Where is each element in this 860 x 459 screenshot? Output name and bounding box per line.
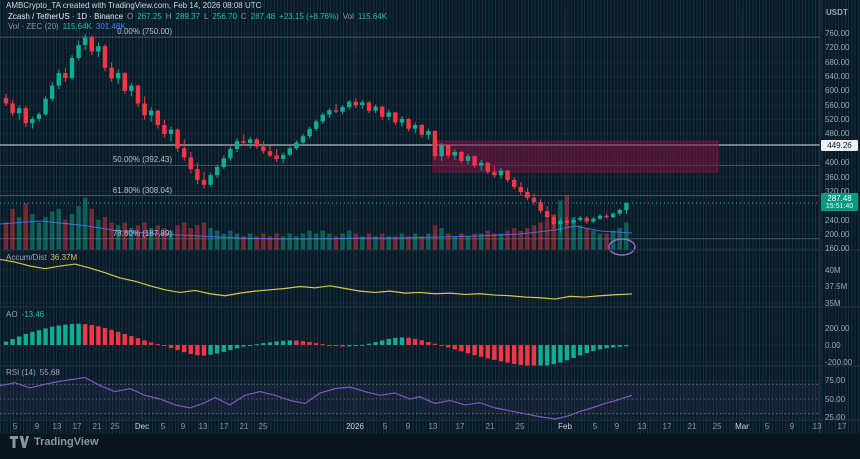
time-axis-label: 5 [382,422,388,431]
time-axis-label: 21 [687,422,697,431]
time-axis-label: 9 [34,422,40,431]
attribution-text: AMBCrypto_TA created with TradingView.co… [6,1,262,10]
legend-symbol-row[interactable]: Zcash / TetherUS · 1D · Binance O 267.25 … [8,12,387,22]
time-axis-label: 9 [614,422,620,431]
time-axis-label: 13 [198,422,208,431]
bar-countdown: 15:51:40 [825,202,854,210]
ohlc-open-value: 267.25 [137,12,162,21]
ohlc-low-label: L [203,12,209,21]
last-price-label: 287.48 15:51:40 [821,192,858,211]
accum-dist-legend[interactable]: Accum/Dist 36.37M [6,253,77,262]
price-axis-label: 240.00 [825,215,850,225]
ohlc-close-value: 287.48 [250,12,276,21]
price-axis-label: 480.00 [825,129,850,139]
price-axis-label: 520.00 [825,115,850,125]
ao-value: -13.46 [21,310,45,319]
ao-axis-label: 0.00 [825,340,841,350]
time-axis-label: Mar [735,422,749,431]
time-axis-label: 13 [428,422,438,431]
price-axis-label: 600.00 [825,86,850,96]
time-axis-label: 5 [160,422,166,431]
time-axis-label: 21 [92,422,102,431]
time-axis-label: 21 [485,422,495,431]
fib-level-label: 50.00% (392.43) [112,155,172,165]
time-axis-label: 21 [239,422,249,431]
rsi-axis-label: 25.00 [825,413,846,422]
price-axis-label: 640.00 [825,72,850,82]
price-axis-label: 680.00 [825,57,850,67]
accum-axis-label: 37.5M [825,282,848,291]
time-axis-label: 2026 [346,422,364,431]
tradingview-logo[interactable]: TradingView [10,436,99,448]
price-axis-label: 200.00 [825,229,850,239]
time-axis-label: 9 [180,422,186,431]
accum-axis-label: 40M [825,265,841,275]
price-axis-label: 720.00 [825,43,850,53]
time-axis-label: 13 [637,422,647,431]
accum-dist-label: Accum/Dist [6,253,47,262]
accum-axis-label: 35M [825,298,841,308]
last-price-value: 287.48 [827,193,852,203]
time-axis-label: 17 [455,422,465,431]
time-axis-label: 5 [12,422,18,431]
time-axis-label: 5 [764,422,770,431]
time-axis-label: 17 [662,422,672,431]
rsi-label: RSI (14) [6,368,36,377]
time-axis-label: 9 [405,422,411,431]
fib-level-label: 78.60% (187.89) [112,228,172,238]
time-axis-label: Feb [558,422,572,431]
time-axis-label: 25 [110,422,120,431]
time-axis-label: 13 [52,422,62,431]
ao-legend[interactable]: AO -13.46 [6,310,44,319]
time-axis-label: 5 [592,422,598,431]
bottom-margin [0,434,860,459]
volume-ma-value: 301.48K [95,22,126,31]
rsi-value: 55.68 [39,368,60,377]
rsi-legend[interactable]: RSI (14) 55.68 [6,368,60,377]
ohlc-open-label: O [127,12,134,21]
time-axis-label: 25 [258,422,268,431]
ohlc-high-value: 289.37 [175,12,200,21]
price-axis-label: 160.00 [825,244,850,254]
currency-label: USDT [826,8,848,17]
fib-level-label: 61.80% (308.04) [112,185,172,195]
ao-label: AO [6,310,18,319]
ao-axis-label: 200.00 [825,323,850,333]
ohlc-low-value: 256.70 [212,12,237,21]
accum-dist-value: 36.37M [50,253,78,262]
chart-background-grid [0,0,860,442]
time-axis-label: Dec [134,422,150,431]
price-axis-label: 560.00 [825,100,850,110]
volume-indicator-label: Vol · ZEC (20) [8,22,59,31]
time-axis-label: 25 [515,422,525,431]
tradingview-logo-icon [10,436,29,448]
legend-volume-row[interactable]: Vol · ZEC (20) 115.64K 301.48K [8,22,387,32]
ohlc-high-label: H [165,12,172,21]
hline-price-label: 449.26 [821,139,858,151]
price-axis-label: 760.00 [825,29,850,39]
time-axis-label: 9 [789,422,795,431]
price-axis-label: 320.00 [825,186,850,196]
price-axis-label: 360.00 [825,172,850,182]
volume-label: Vol [342,12,354,21]
time-axis-label: 17 [219,422,229,431]
rsi-axis-label: 50.00 [825,394,846,404]
volume-value: 115.64K [357,12,388,21]
price-change: +23.15 (+8.76%) [279,12,339,21]
fib-level-label: 0.00% (750.00) [117,27,172,37]
symbol-title: Zcash / TetherUS · 1D · Binance [8,12,124,21]
time-axis-label: 17 [837,422,847,431]
ohlc-close-label: C [240,12,247,21]
price-axis-label: 400.00 [825,158,850,168]
time-axis-label: 17 [72,422,82,431]
rsi-axis-label: 75.00 [825,376,846,385]
chart-legend: Zcash / TetherUS · 1D · Binance O 267.25 … [8,12,387,32]
ao-axis-label: -200.00 [825,357,853,367]
time-axis-label: 25 [712,422,722,431]
time-axis-label: 13 [812,422,822,431]
volume-indicator-value: 115.64K [62,22,92,31]
tradingview-logo-text: TradingView [34,436,99,448]
